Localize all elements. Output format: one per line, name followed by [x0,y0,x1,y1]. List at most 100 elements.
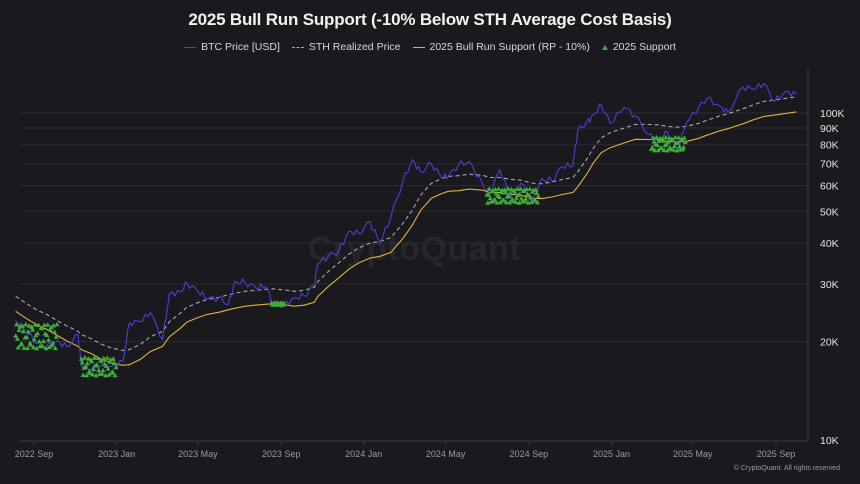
support-triangle-marker [28,342,34,347]
support-triangle-marker [505,186,511,191]
support-triangle-marker [506,193,512,198]
support-triangle-marker [31,336,37,342]
support-triangle-marker [514,186,520,191]
legend-label: STH Realized Price [308,41,401,53]
support-triangle-marker [35,330,41,336]
support-triangle-marker [665,147,670,153]
support-triangle-marker [651,139,657,144]
y-axis-ticks: 10K 20K 30K 40K 50K 60K 70K 80K 90K 100K [820,108,845,447]
support-triangle-marker [490,188,496,193]
y-tick-label: 60K [820,181,839,193]
support-triangle-marker [517,191,523,197]
x-tick-label: 2024 Jan [345,449,382,459]
chart-title: 2025 Bull Run Support (-10% Below STH Av… [188,10,672,29]
support-triangle-marker [105,366,111,371]
x-tick-label: 2025 Jan [593,449,630,459]
chart-legend: BTC Price [USD] STH Realized Price 2025 … [0,41,860,53]
legend-item-sth-realized-price[interactable]: STH Realized Price [291,41,401,53]
support-triangle-marker [676,135,681,140]
support-triangle-marker [41,338,46,344]
support-triangle-marker [44,332,50,337]
support-triangle-marker [534,190,540,195]
support-triangle-marker [104,355,110,360]
support-triangle-marker [652,147,658,153]
support-triangle-marker [34,345,40,351]
support-triangle-marker [26,323,32,328]
support-triangle-marker [533,187,539,192]
support-triangle-marker [36,322,41,327]
support-triangle-marker [527,186,533,191]
support-triangle-marker [91,366,96,372]
support-triangle-marker [25,345,30,350]
support-triangle-marker [532,197,538,202]
x-tick-label: 2025 May [673,449,713,459]
copyright-notice: © CryptoQuant. All rights reserved [733,465,840,472]
support-triangle-marker [663,134,669,140]
support-triangle-marker [101,355,107,361]
support-triangle-marker [659,145,665,151]
support-triangle-marker [516,200,522,205]
support-triangle-marker [661,147,667,153]
support-triangle-marker [16,327,22,332]
y-tick-label: 100K [820,108,845,120]
dashed-line-swatch-icon [291,46,304,48]
support-triangle-marker [30,327,36,332]
support-triangle-marker [46,337,52,342]
x-tick-label: 2022 Sep [15,449,54,459]
gridlines [20,112,808,343]
support-triangle-marker [30,344,36,350]
support-triangle-marker [93,372,99,378]
support-triangle-marker [14,336,20,341]
support-triangle-marker [41,322,47,327]
support-triangle-marker [519,196,524,201]
support-triangle-marker [523,196,529,201]
support-triangle-marker [52,329,57,334]
support-triangle-marker [25,329,31,334]
support-triangle-marker [666,135,672,140]
support-triangle-marker [681,144,687,150]
x-axis-ticks: 2022 Sep 2023 Jan 2023 May 2023 Sep 2024 Jan… [15,441,795,459]
support-triangle-marker [281,300,287,306]
support-triangle-marker [99,371,105,376]
support-triangle-marker [82,355,88,360]
y-tick-label: 70K [820,159,839,171]
support-triangle-marker [671,143,677,149]
support-triangle-marker [106,372,112,377]
support-triangle-marker [518,186,524,191]
support-triangle-marker [113,364,119,370]
legend-item-2025-support[interactable]: 2025 Support [601,41,676,53]
support-triangle-marker [672,134,678,140]
support-triangle-marker [100,367,106,373]
support-triangle-marker [49,342,55,348]
legend-label: BTC Price [USD] [201,41,280,53]
support-triangle-marker [98,357,104,363]
support-triangle-marker [496,186,502,191]
support-triangle-marker [656,138,662,143]
legend-label: 2025 Bull Run Support (RP - 10%) [429,41,590,53]
support-triangle-marker [486,186,492,191]
support-triangle-marker [36,338,42,344]
support-triangle-marker [675,140,681,145]
support-triangle-marker [19,340,25,346]
y-tick-label: 30K [820,279,839,291]
legend-item-bull-run-support[interactable]: 2025 Bull Run Support (RP - 10%) [412,41,590,53]
support-triangle-marker [512,189,518,194]
support-triangle-marker [45,322,51,327]
support-triangle-marker [40,343,46,349]
support-triangle-marker [96,367,102,373]
support-triangle-marker [53,334,59,339]
support-triangle-marker [94,362,100,367]
support-triangle-marker [78,356,84,361]
support-triangle-marker [528,195,534,200]
support-triangle-marker [14,321,20,327]
support-triangle-marker [670,147,676,152]
support-triangle-marker [84,360,90,366]
support-triangle-marker [79,360,85,365]
support-triangle-marker [521,188,527,193]
support-triangle-marker [15,344,21,350]
y-tick-label: 90K [820,123,839,135]
sth-realized-price-line [15,96,797,351]
support-triangle-marker [508,190,513,196]
legend-item-btc-price[interactable]: BTC Price [USD] [184,41,280,53]
y-tick-label: 10K [820,435,839,447]
